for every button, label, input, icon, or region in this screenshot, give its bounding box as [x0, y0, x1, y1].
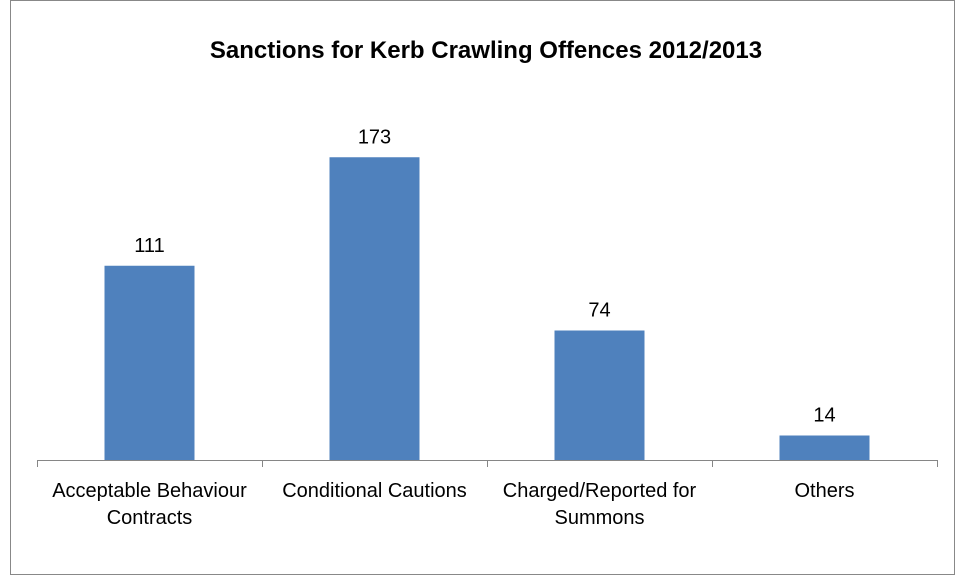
data-label: 111 — [134, 235, 164, 257]
x-tick-label: Conditional Cautions — [282, 480, 467, 502]
x-tick-label: Charged/Reported for Summons — [502, 480, 697, 529]
data-label: 74 — [588, 300, 610, 322]
x-tick-label: Acceptable Behaviour Contracts — [52, 480, 247, 529]
bar — [104, 265, 195, 460]
bar — [554, 330, 645, 460]
bar — [779, 435, 870, 460]
data-label: 14 — [813, 405, 835, 427]
x-tick-label: Others — [794, 480, 855, 502]
bar — [329, 157, 420, 460]
chart-title: Sanctions for Kerb Crawling Offences 201… — [210, 37, 762, 64]
data-label: 173 — [358, 126, 391, 148]
